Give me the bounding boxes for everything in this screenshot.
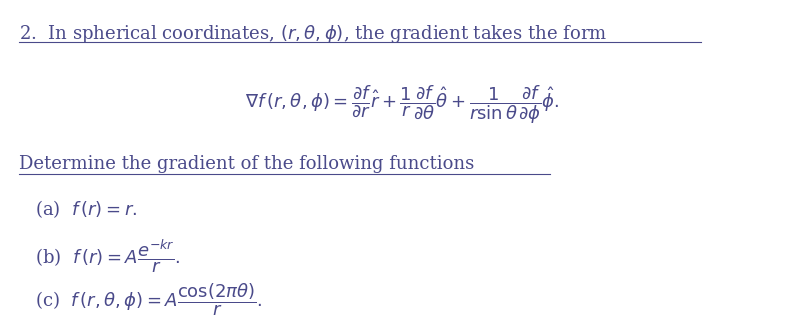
Text: (a)  $f\,(r) = r.$: (a) $f\,(r) = r.$ — [35, 198, 137, 220]
Text: 2.  In spherical coordinates, $(r, \theta, \phi)$, the gradient takes the form: 2. In spherical coordinates, $(r, \theta… — [18, 23, 606, 45]
Text: Determine the gradient of the following functions: Determine the gradient of the following … — [18, 155, 474, 173]
Text: $\nabla f\,(r, \theta, \phi) = \dfrac{\partial f}{\partial r}\hat{r} + \dfrac{1}: $\nabla f\,(r, \theta, \phi) = \dfrac{\p… — [244, 83, 559, 126]
Text: (b)  $f\,(r) = A\dfrac{e^{-kr}}{r}.$: (b) $f\,(r) = A\dfrac{e^{-kr}}{r}.$ — [35, 237, 180, 275]
Text: (c)  $f\,(r, \theta, \phi) = A\dfrac{\cos(2\pi\theta)}{r}.$: (c) $f\,(r, \theta, \phi) = A\dfrac{\cos… — [35, 281, 262, 318]
